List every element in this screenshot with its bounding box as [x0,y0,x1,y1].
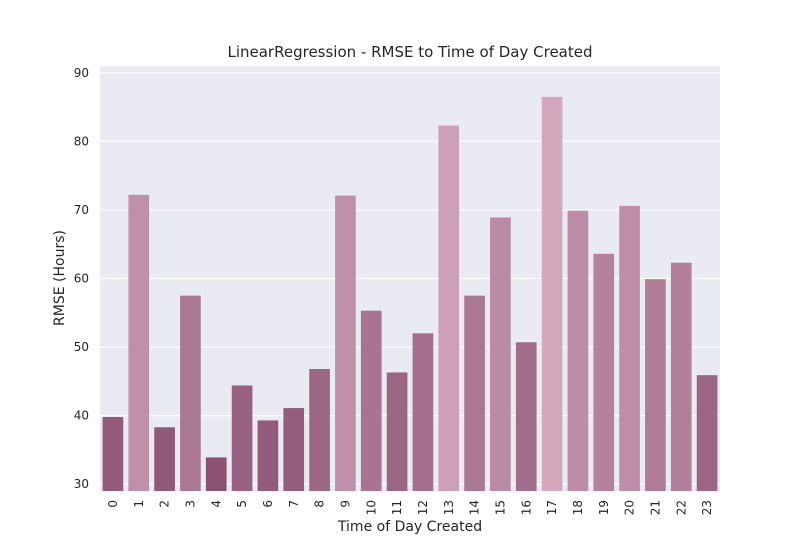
x-tick-label: 12 [416,500,430,515]
bar-3 [180,295,201,491]
x-axis-label: Time of Day Created [337,519,482,535]
bar-20 [619,205,640,491]
bars [102,96,718,492]
x-tick-label: 16 [519,500,533,515]
bar-10 [360,310,382,491]
x-tick-label: 14 [468,500,482,515]
x-tick-label: 17 [545,500,559,515]
y-tick-label: 70 [74,203,89,217]
x-tick-label: 5 [235,500,249,508]
bar-13 [438,125,460,492]
bar-23 [696,375,718,491]
x-tick-labels: 0 1 2 3 4 5 6 7 8 9 10 11 12 13 14 15 16 17 18 19 20 21 22 23 [106,500,714,515]
x-tick-label: 3 [183,500,197,508]
bar-16 [515,342,537,491]
x-tick-label: 21 [648,500,662,515]
y-tick-label: 80 [74,134,89,148]
bar-19 [593,253,615,491]
bar-4 [205,457,227,491]
bar-22 [670,262,692,491]
y-tick-label: 40 [74,409,89,423]
x-tick-label: 0 [106,500,120,508]
x-tick-label: 4 [209,500,223,508]
x-tick-label: 7 [287,500,301,508]
x-tick-label: 23 [700,500,714,515]
x-tick-label: 19 [597,500,611,515]
x-tick-label: 18 [571,500,585,515]
x-tick-label: 9 [338,500,352,508]
bar-1 [128,194,150,491]
y-tick-label: 30 [74,477,89,491]
bar-17 [541,96,563,491]
y-tick-label: 60 [74,272,89,286]
x-tick-label: 1 [132,500,146,508]
chart-title: LinearRegression - RMSE to Time of Day C… [227,43,592,61]
bar-5 [231,385,253,491]
bar-9 [335,195,356,491]
y-axis-label: RMSE (Hours) [52,230,68,326]
bar-0 [102,416,124,491]
bar-7 [283,408,305,491]
x-tick-label: 11 [390,500,404,515]
x-tick-label: 6 [261,500,275,508]
x-tick-label: 20 [623,500,637,515]
gridlines [100,72,720,485]
bar-15 [490,217,511,491]
x-tick-label: 8 [313,500,327,508]
x-tick-label: 2 [158,500,172,508]
bar-2 [154,427,175,491]
y-tick-label: 50 [74,340,89,354]
bar-21 [645,279,666,491]
bar-6 [257,420,279,491]
bar-12 [412,333,434,491]
x-tick-label: 10 [364,500,378,515]
x-tick-label: 13 [442,500,456,515]
bar-11 [386,372,408,491]
bar-18 [567,210,589,492]
x-tick-label: 22 [674,500,688,515]
bar-8 [309,368,330,491]
bar-14 [464,295,485,491]
x-tick-label: 15 [493,500,507,515]
y-tick-label: 90 [74,66,89,80]
y-tick-labels: 30 40 50 60 70 80 90 [74,66,89,491]
